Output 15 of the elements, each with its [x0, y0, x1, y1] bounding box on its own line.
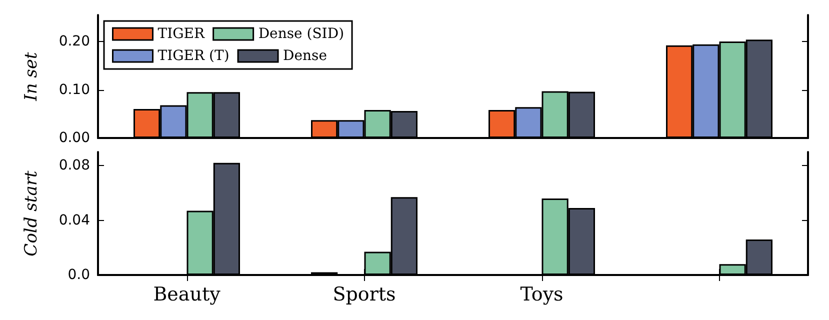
y-tick-label: 0.04 — [58, 212, 90, 228]
legend-label: Dense — [283, 48, 328, 64]
y-axis-title: In set — [22, 52, 42, 102]
x-tick-label: Sports — [332, 284, 396, 306]
legend-label: Dense (SID) — [258, 26, 344, 42]
y-tick-label: 0.00 — [58, 130, 90, 146]
y-tick-label: 0.20 — [58, 34, 90, 50]
y-tick-label: 0.08 — [58, 158, 90, 174]
y-axis-title: Cold start — [22, 170, 42, 256]
y-tick-label: 0.0 — [68, 267, 90, 283]
x-tick-label: Toys — [520, 284, 564, 306]
legend-label: TIGER (T) — [158, 48, 230, 64]
x-tick-label: Beauty — [153, 284, 221, 306]
legend-label: TIGER — [158, 26, 206, 42]
y-tick-label: 0.10 — [58, 82, 90, 98]
